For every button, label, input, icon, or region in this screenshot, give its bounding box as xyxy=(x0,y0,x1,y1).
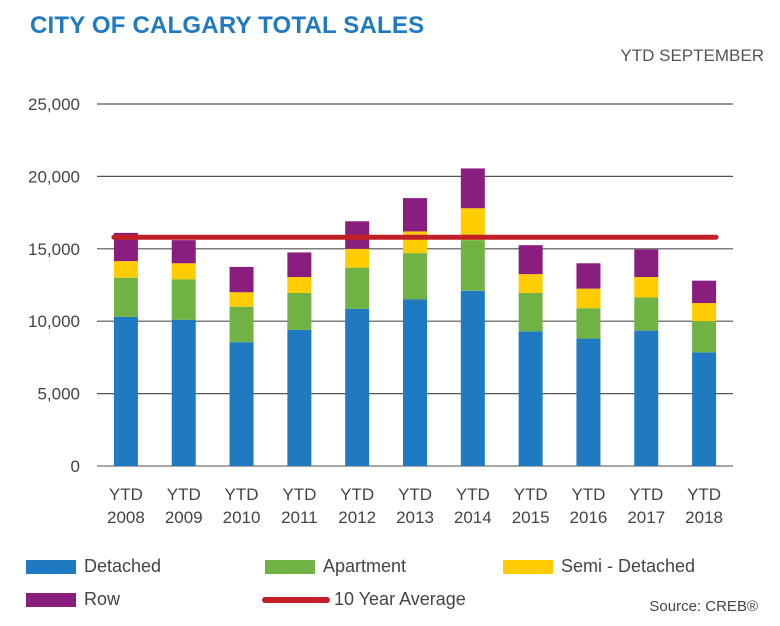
bar-segment-detached xyxy=(345,308,370,466)
x-tick-label: 2008 xyxy=(107,508,145,527)
y-tick-label: 10,000 xyxy=(28,312,80,331)
legend-swatch-apartment xyxy=(265,559,315,574)
bar-segment-apartment xyxy=(692,321,717,353)
x-tick-label: YTD xyxy=(109,485,143,504)
legend-label-apartment: Apartment xyxy=(323,556,407,576)
bar-segment-semi-detached xyxy=(634,277,659,298)
x-tick-label: 2013 xyxy=(396,508,434,527)
legend-label-semi-detached: Semi - Detached xyxy=(561,556,696,576)
legend-item-semi-detached: Semi - Detached xyxy=(503,556,695,577)
x-tick-label: 2017 xyxy=(627,508,665,527)
bar-segment-detached xyxy=(576,338,601,466)
bar-segment-semi-detached xyxy=(229,292,254,307)
bar-segment-detached xyxy=(287,329,312,466)
bar-segment-row xyxy=(634,249,659,278)
bar-segment-detached xyxy=(460,290,485,466)
bar-segment-semi-detached xyxy=(692,303,717,322)
bar-segment-row xyxy=(518,245,543,275)
legend-swatch-detached xyxy=(26,559,76,574)
y-tick-label: 20,000 xyxy=(28,167,80,186)
legend-item-apartment: Apartment xyxy=(265,556,406,577)
bar-segment-apartment xyxy=(287,292,312,330)
x-tick-label: YTD xyxy=(514,485,548,504)
bar-segment-apartment xyxy=(518,292,543,332)
x-tick-label: 2009 xyxy=(165,508,203,527)
legend-item-10-year-average: 10 Year Average xyxy=(262,589,466,610)
x-axis-tick-labels: YTD 2008 YTD 2009 YTD 2010 YTD 2011 YTD 2012 YTD 20… xyxy=(107,485,723,527)
bar-segment-row xyxy=(460,168,485,209)
y-tick-label: 15,000 xyxy=(28,240,80,259)
bar-segment-semi-detached xyxy=(287,277,312,293)
bar-segment-apartment xyxy=(634,297,659,331)
bar-segment-row xyxy=(287,252,312,278)
bar-segment-semi-detached xyxy=(403,231,427,254)
bar-segment-row xyxy=(403,198,427,232)
x-tick-label: 2012 xyxy=(338,508,376,527)
x-tick-label: YTD xyxy=(167,485,201,504)
x-tick-label: YTD xyxy=(456,485,490,504)
bar-segment-detached xyxy=(403,299,427,466)
legend-swatch-semi-detached xyxy=(503,559,553,574)
x-tick-label: YTD xyxy=(687,485,721,504)
bar-segment-row xyxy=(576,263,601,289)
bar-segment-semi-detached xyxy=(518,274,543,293)
x-tick-label: YTD xyxy=(629,485,663,504)
chart-subtitle: YTD SEPTEMBER xyxy=(620,46,764,65)
x-tick-label: 2018 xyxy=(685,508,723,527)
bar-segment-detached xyxy=(229,342,254,466)
y-axis-tick-labels: 0 5,000 10,000 15,000 20,000 25,000 xyxy=(28,95,80,476)
x-tick-label: 2015 xyxy=(512,508,550,527)
y-tick-label: 0 xyxy=(71,457,80,476)
legend-swatch-row xyxy=(26,592,76,607)
bar-segment-apartment xyxy=(576,308,601,339)
x-tick-label: 2014 xyxy=(454,508,492,527)
bar-segment-semi-detached xyxy=(576,288,601,309)
bar-segment-detached xyxy=(171,319,196,466)
bar-segment-semi-detached xyxy=(345,248,370,268)
x-tick-label: YTD xyxy=(282,485,316,504)
bar-segment-apartment xyxy=(460,240,485,291)
bar-segment-row xyxy=(171,240,196,264)
x-tick-label: 2010 xyxy=(223,508,261,527)
bar-segment-apartment xyxy=(345,267,370,309)
x-tick-label: YTD xyxy=(340,485,374,504)
bar-segment-row xyxy=(692,280,717,304)
legend-swatch-10-year-average xyxy=(262,596,330,603)
bars xyxy=(113,168,717,466)
legend-label-row: Row xyxy=(84,589,121,609)
x-tick-label: YTD xyxy=(571,485,605,504)
bar-segment-apartment xyxy=(229,306,254,343)
bar-segment-detached xyxy=(518,331,543,466)
bar-segment-detached xyxy=(113,316,138,466)
bar-segment-apartment xyxy=(171,279,196,320)
bar-segment-detached xyxy=(692,352,717,466)
bar-segment-semi-detached xyxy=(171,263,196,280)
x-tick-label: YTD xyxy=(225,485,259,504)
bar-segment-apartment xyxy=(403,253,427,300)
legend-item-detached: Detached xyxy=(26,556,161,577)
legend-item-row: Row xyxy=(26,589,120,610)
legend-label-10-year-average: 10 Year Average xyxy=(334,589,466,609)
x-tick-label: YTD xyxy=(398,485,432,504)
x-tick-label: 2016 xyxy=(570,508,608,527)
legend-label-detached: Detached xyxy=(84,556,162,576)
bar-segment-apartment xyxy=(113,277,138,317)
source-note: Source: CREB® xyxy=(649,598,758,615)
y-tick-label: 25,000 xyxy=(28,95,80,114)
chart-title: CITY OF CALGARY TOTAL SALES xyxy=(30,12,425,39)
bar-segment-row xyxy=(229,266,254,293)
x-tick-label: 2011 xyxy=(281,508,318,527)
y-tick-label: 5,000 xyxy=(37,385,80,404)
bar-segment-semi-detached xyxy=(113,261,138,278)
bar-segment-detached xyxy=(634,330,659,466)
